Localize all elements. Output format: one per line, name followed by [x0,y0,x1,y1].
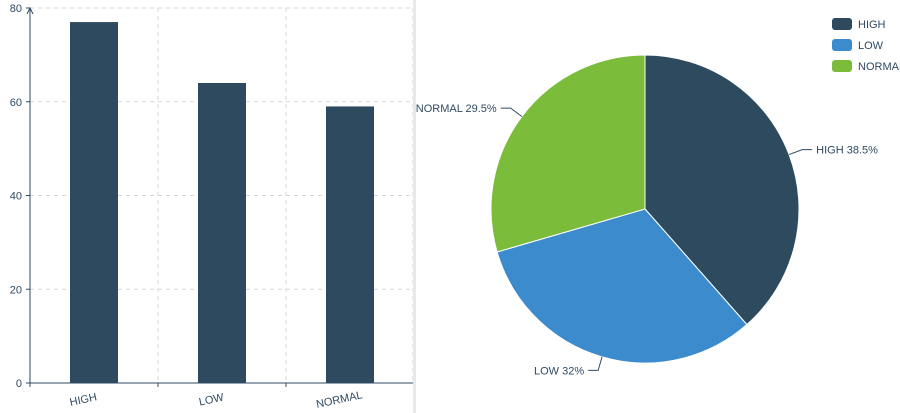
legend-label: LOW [858,40,884,52]
pie-leader-line [500,107,523,117]
bar-normal [326,106,374,383]
pie-leader-line [788,149,813,156]
bar-chart-panel: 0 20 40 60 80 HIGH LOW NORMAL [0,0,414,413]
legend-swatch [832,60,852,72]
legend-swatch [832,18,852,30]
pie-chart-panel: HIGH 38.5% LOW 32% NORMAL 29.5% HIGH LOW NORM… [416,0,900,413]
pie-chart: HIGH 38.5% LOW 32% NORMAL 29.5% HIGH LOW NORM… [416,18,900,377]
y-tick-label: 20 [10,284,22,296]
x-tick-label: NORMAL [315,389,364,411]
bar-low [198,83,246,383]
legend-item-low[interactable]: LOW [832,39,884,52]
pie-data-label: HIGH 38.5% [816,145,878,157]
x-tick-label: HIGH [69,391,98,408]
y-tick-label: 0 [16,378,22,390]
legend-swatch [832,39,852,51]
legend-label: NORMAL [858,61,900,73]
y-tick-label: 40 [10,191,22,203]
bar-high [70,22,118,383]
legend-label: HIGH [858,19,886,31]
pie-data-label: NORMAL 29.5% [416,103,497,115]
pie-slice-high [644,54,800,326]
legend-item-high[interactable]: HIGH [832,18,886,31]
y-tick-label: 80 [10,3,22,15]
pie-data-label: LOW 32% [534,365,584,377]
bar-chart: 0 20 40 60 80 HIGH LOW NORMAL [10,3,414,411]
legend-item-normal[interactable]: NORMAL [832,60,900,73]
pie-slice-low [496,208,748,364]
panel-divider [413,0,416,413]
y-tick-label: 60 [10,97,22,109]
x-tick-label: LOW [198,391,226,408]
pie-leader-line [588,356,603,371]
